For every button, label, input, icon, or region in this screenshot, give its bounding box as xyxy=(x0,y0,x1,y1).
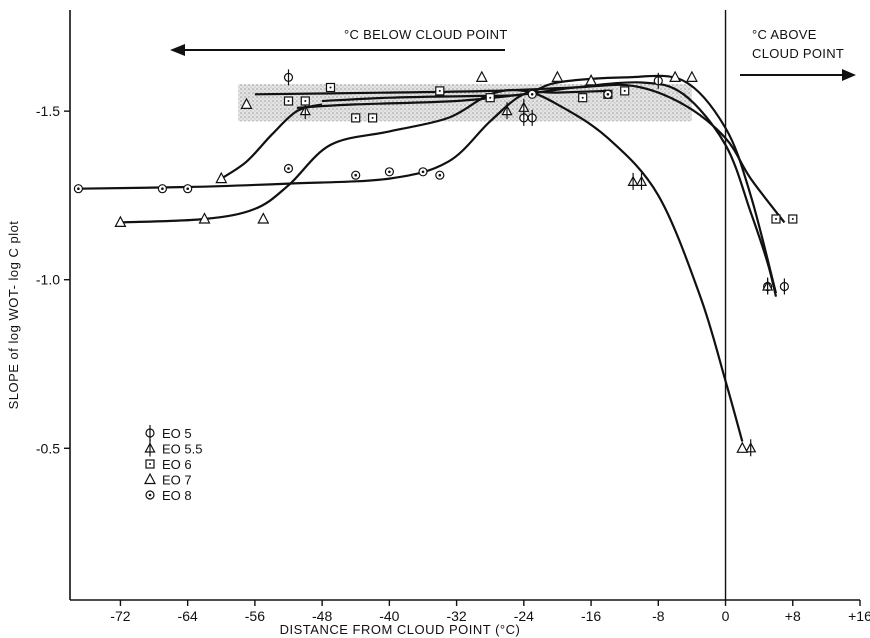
legend: EO 5EO 5.5EO 6EO 7EO 8 xyxy=(144,425,202,503)
x-tick-label: 0 xyxy=(722,608,730,624)
data-point xyxy=(283,163,294,174)
data-point xyxy=(620,86,630,96)
data-point xyxy=(736,441,749,453)
x-tick-label: -32 xyxy=(446,608,466,624)
data-point xyxy=(418,167,428,177)
data-point xyxy=(518,98,530,116)
legend-marker xyxy=(144,439,156,457)
legend-label: EO 5.5 xyxy=(162,442,202,457)
y-axis-label: SLOPE of log WOT- log C plot xyxy=(6,221,21,410)
x-tick-label: +8 xyxy=(785,608,801,624)
legend-marker xyxy=(145,459,155,469)
legend-marker xyxy=(144,472,156,485)
data-point xyxy=(578,93,588,103)
x-tick-label: -72 xyxy=(110,608,130,624)
x-axis-label: DISTANCE FROM CLOUD POINT (°C) xyxy=(280,622,521,637)
data-point xyxy=(685,70,698,83)
legend-label: EO 6 xyxy=(162,457,192,472)
legend-label: EO 5 xyxy=(162,426,192,441)
series-curve xyxy=(254,83,786,224)
data-point xyxy=(257,212,270,224)
data-point xyxy=(198,212,211,224)
data-point xyxy=(761,277,774,295)
data-point xyxy=(73,184,84,194)
x-tick-label: -40 xyxy=(379,608,399,624)
data-point xyxy=(669,70,682,83)
data-point xyxy=(475,70,488,83)
data-point xyxy=(240,97,253,110)
data-point xyxy=(435,86,445,96)
data-point xyxy=(745,439,757,457)
x-tick-label: -8 xyxy=(652,608,665,624)
data-point xyxy=(351,113,361,123)
legend-label: EO 8 xyxy=(162,488,192,503)
y-tick-label: -1.0 xyxy=(36,272,60,288)
x-tick-label: -16 xyxy=(581,608,601,624)
data-point xyxy=(527,89,537,99)
data-point xyxy=(779,278,790,295)
legend-label: EO 7 xyxy=(162,473,192,488)
data-point xyxy=(635,172,648,190)
shaded-band-layer xyxy=(238,84,692,122)
annotation-above-cloud-point-line2: CLOUD POINT xyxy=(752,46,844,61)
x-tick-label: -48 xyxy=(312,608,332,624)
data-point xyxy=(368,113,378,123)
data-point xyxy=(384,167,394,177)
x-tick-label: -56 xyxy=(245,608,265,624)
series-curve xyxy=(322,74,778,294)
data-point xyxy=(771,214,781,224)
data-point xyxy=(215,171,228,184)
data-point xyxy=(183,184,193,194)
data-point xyxy=(501,102,513,120)
data-point xyxy=(325,82,336,93)
legend-marker xyxy=(145,425,155,441)
y-tick-label: -1.5 xyxy=(36,103,60,119)
series-curve xyxy=(120,88,744,442)
data-point xyxy=(627,172,639,190)
x-tick-label: -24 xyxy=(514,608,534,624)
data-point xyxy=(485,93,495,103)
data-point xyxy=(653,72,663,89)
y-tick-label: -0.5 xyxy=(36,440,60,456)
arrow-right xyxy=(740,69,856,81)
data-point xyxy=(283,69,294,86)
data-point xyxy=(435,170,445,180)
axes-layer: -72 -64 -56 -48 -40 -32 -24 -16 -8 0 +8 +16 -1.5 -1.0… xyxy=(36,10,870,624)
annotation-below-cloud-point: °C BELOW CLOUD POINT xyxy=(344,27,508,42)
x-tick-label: +16 xyxy=(848,608,870,624)
point-layer xyxy=(73,69,798,457)
curve-layer xyxy=(78,74,786,442)
data-point xyxy=(300,96,310,106)
data-point xyxy=(157,184,167,194)
shaded-band xyxy=(238,84,692,122)
data-point xyxy=(527,109,537,126)
data-point xyxy=(283,96,294,106)
data-point xyxy=(114,215,127,227)
x-tick-label: -64 xyxy=(178,608,198,624)
legend-marker xyxy=(145,490,155,500)
data-point xyxy=(585,74,598,86)
annotation-above-cloud-point-line1: °C ABOVE xyxy=(752,27,817,42)
data-point xyxy=(788,214,798,224)
arrow-left xyxy=(170,44,505,56)
data-point xyxy=(551,70,564,83)
data-point xyxy=(351,170,361,180)
series-curve xyxy=(296,81,778,297)
data-point xyxy=(603,89,613,99)
